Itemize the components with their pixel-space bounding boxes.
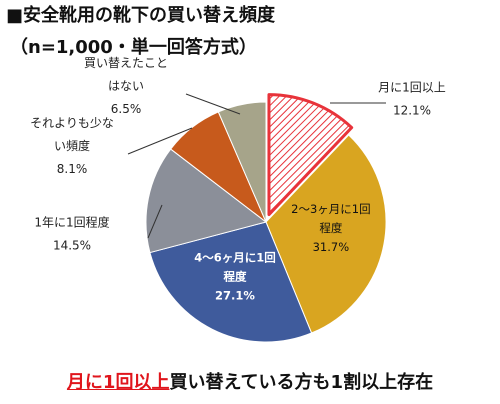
slice-value-label: 27.1% <box>215 288 255 302</box>
leader-line <box>147 204 163 239</box>
pie-slice <box>265 134 387 334</box>
slice-label: 程度 <box>319 221 342 235</box>
slice-label: 買い替えたこと <box>84 56 168 70</box>
slice-label: それよりも少な <box>30 116 114 130</box>
slice-label: 2〜3ヶ月に1回 <box>291 202 370 216</box>
pie-slice <box>149 221 313 343</box>
slice-label: い頻度 <box>54 138 90 153</box>
footer-highlight: 月に1回以上 <box>66 372 170 393</box>
slice-label: はない <box>108 79 144 93</box>
slice-value-label: 31.7% <box>313 240 350 254</box>
pie-slice <box>217 101 267 223</box>
slice-label: 程度 <box>223 269 246 283</box>
slice-label: 月に1回以上 <box>378 81 446 95</box>
pie-slice <box>267 93 354 217</box>
slice-value-label: 14.5% <box>53 239 91 253</box>
chart-subtitle: （n=1,000・単一回答方式） <box>10 37 257 58</box>
slice-value-label: 12.1% <box>393 104 431 118</box>
footer-rest: 買い替えている方も1割以上存在 <box>169 372 434 393</box>
pie-slice <box>145 148 267 254</box>
slice-value-label: 8.1% <box>57 162 88 176</box>
leader-line <box>127 127 193 155</box>
chart-title: ■安全靴用の靴下の買い替え頻度 <box>6 5 276 26</box>
slice-label: 4〜6ヶ月に1回 <box>194 250 276 264</box>
leader-line <box>185 93 241 115</box>
footer-caption: 月に1回以上買い替えている方も1割以上存在 <box>0 370 500 396</box>
slice-label: 1年に1回程度 <box>34 215 109 230</box>
slice-value-label: 6.5% <box>111 102 142 116</box>
